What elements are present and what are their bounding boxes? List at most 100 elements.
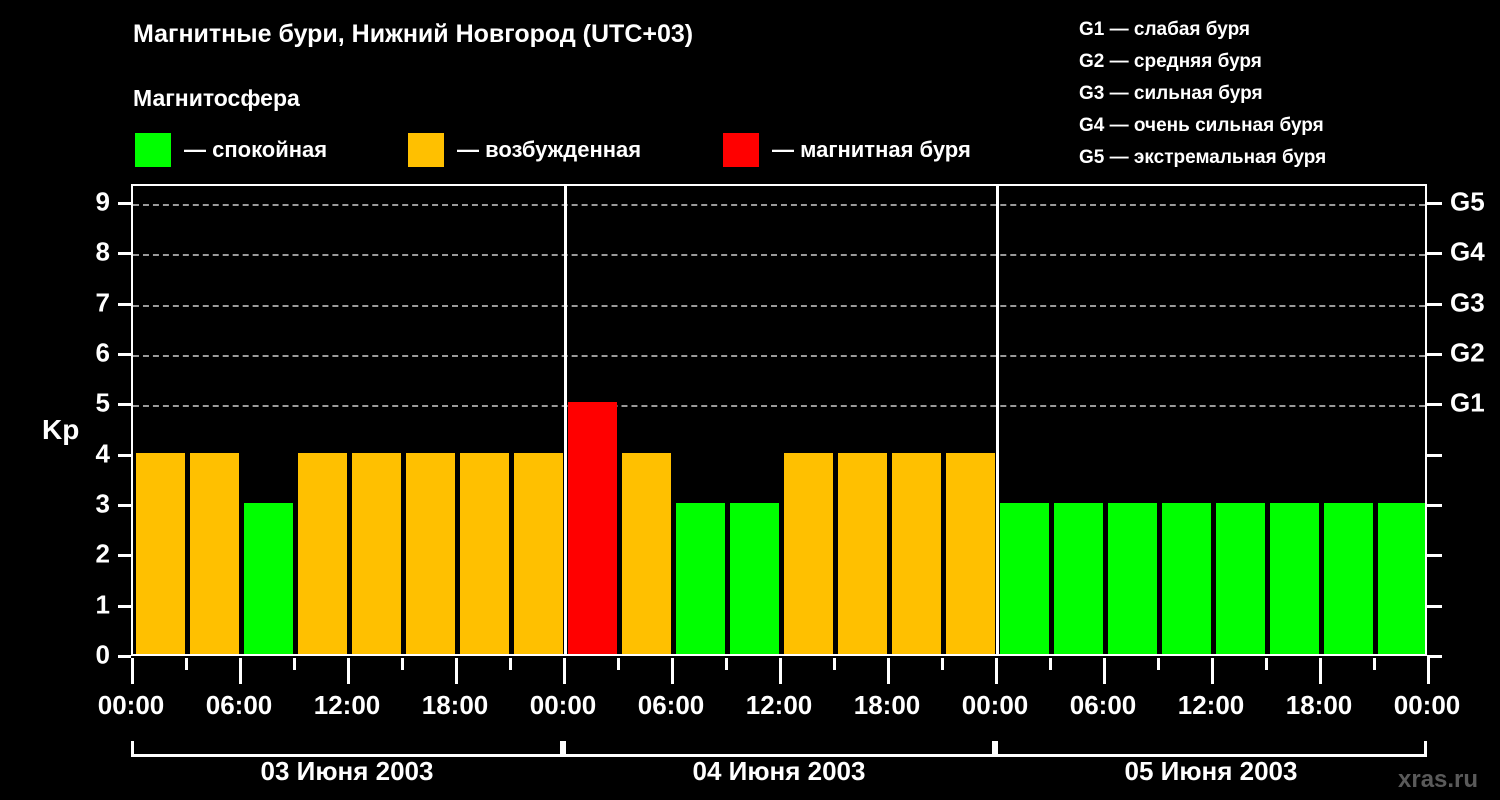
page-title: Магнитные бури, Нижний Новгород (UTC+03) <box>133 20 694 48</box>
x-axis-label: 18:00 <box>421 690 489 720</box>
g-scale-line-3: G3 — сильная буря <box>1079 83 1263 104</box>
x-tick-major <box>455 658 458 684</box>
day-label: 03 Июня 2003 <box>260 756 434 786</box>
bar <box>351 452 401 654</box>
x-tick-minor <box>401 658 404 670</box>
bar <box>945 452 995 654</box>
bar <box>729 503 779 654</box>
g-axis-label-G3: G3 <box>1450 287 1485 318</box>
bar <box>513 452 563 654</box>
plot-inner <box>133 186 1425 654</box>
bar <box>675 503 725 654</box>
watermark: xras.ru <box>1398 766 1479 793</box>
magnetosphere-subtitle: Магнитосфера <box>133 85 300 111</box>
day-bracket-3 <box>995 741 1427 757</box>
legend-swatch-excited <box>408 133 444 167</box>
y-tick-6 <box>118 353 131 356</box>
bar <box>1215 503 1265 654</box>
g-axis-tick-kp-8 <box>1427 252 1442 256</box>
plot-area <box>131 184 1427 656</box>
y-tick-1 <box>118 604 131 608</box>
x-tick-minor <box>941 658 944 670</box>
bar <box>1323 503 1373 654</box>
y-tick-label-4: 4 <box>95 438 110 469</box>
g-scale-line-2: G2 — средняя буря <box>1079 51 1262 72</box>
bar <box>621 452 671 654</box>
y-tick-label-2: 2 <box>95 538 110 569</box>
x-axis-label: 00:00 <box>529 690 597 720</box>
g-scale-line-5: G5 — экстремальная буря <box>1079 147 1327 168</box>
x-tick-minor <box>185 658 188 670</box>
x-tick-minor <box>293 658 296 670</box>
bar <box>837 452 887 654</box>
bar <box>1377 503 1425 654</box>
legend-swatch-calm <box>135 133 171 167</box>
gridline-kp-8 <box>133 254 1425 257</box>
bar <box>459 452 509 654</box>
day-label: 04 Июня 2003 <box>692 756 866 786</box>
y-tick-label-3: 3 <box>95 488 110 519</box>
x-tick-minor <box>833 658 836 670</box>
y-tick-label-5: 5 <box>95 387 110 418</box>
day-bracket-2 <box>563 741 995 757</box>
y-tick-4 <box>118 453 131 457</box>
bar <box>243 503 293 654</box>
bar <box>783 452 833 654</box>
x-tick-minor <box>1265 658 1268 670</box>
gridline-kp-7 <box>133 304 1425 307</box>
g-axis-tick-kp-2 <box>1427 554 1442 558</box>
x-tick-major <box>131 658 134 684</box>
legend-item-excited: — возбужденная <box>408 133 641 167</box>
legend-item-calm: — спокойная <box>135 133 327 167</box>
y-tick-label-0: 0 <box>95 639 110 670</box>
y-tick-5 <box>118 403 131 407</box>
x-tick-major <box>347 658 350 684</box>
y-tick-label-8: 8 <box>95 236 110 267</box>
x-tick-major <box>995 658 998 684</box>
x-tick-minor <box>1373 658 1376 670</box>
g-scale-legend: G1 — слабая буря G2 — средняя буря G3 — си… <box>1079 14 1326 174</box>
legend-label-calm: — спокойная <box>184 137 328 162</box>
y-tick-label-1: 1 <box>95 589 110 620</box>
bar <box>135 452 185 654</box>
legend-label-storm: — магнитная буря <box>772 137 971 162</box>
y-tick-label-7: 7 <box>95 287 110 318</box>
x-tick-minor <box>617 658 620 670</box>
g-axis-tick-kp-1 <box>1427 604 1442 608</box>
gridline-kp-9 <box>133 204 1425 206</box>
x-tick-major <box>1319 658 1322 684</box>
x-tick-major <box>671 658 674 684</box>
x-tick-major <box>1103 658 1106 684</box>
x-axis-label: 12:00 <box>1177 690 1245 720</box>
x-tick-minor <box>1049 658 1052 670</box>
bar <box>1107 503 1157 654</box>
y-tick-7 <box>118 302 131 306</box>
x-axis-label: 00:00 <box>97 690 165 720</box>
g-axis-tick-kp-9 <box>1427 202 1442 205</box>
day-separator-1 <box>563 186 567 654</box>
x-tick-major <box>1211 658 1214 684</box>
x-tick-major <box>239 658 242 684</box>
x-axis-label: 12:00 <box>745 690 813 720</box>
y-tick-label-9: 9 <box>95 186 110 217</box>
bar <box>567 402 617 654</box>
gridline-kp-5 <box>133 405 1425 408</box>
g-scale-line-4: G4 — очень сильная буря <box>1079 115 1324 136</box>
bar <box>1161 503 1211 654</box>
x-axis-label: 18:00 <box>853 690 921 720</box>
x-axis-label: 18:00 <box>1285 690 1353 720</box>
g-scale-line-1: G1 — слабая буря <box>1079 19 1251 40</box>
g-axis-label-G1: G1 <box>1450 387 1485 418</box>
y-tick-9 <box>118 202 131 205</box>
g-axis-label-G2: G2 <box>1450 337 1485 368</box>
bar <box>1269 503 1319 654</box>
x-axis-label: 06:00 <box>1069 690 1137 720</box>
x-tick-major <box>563 658 566 684</box>
bar <box>405 452 455 654</box>
bar <box>297 452 347 654</box>
y-tick-3 <box>118 504 131 507</box>
day-bracket-1 <box>131 741 563 757</box>
g-axis-tick-kp-0 <box>1427 655 1442 658</box>
x-tick-minor <box>509 658 512 670</box>
g-axis-tick-kp-7 <box>1427 302 1442 306</box>
